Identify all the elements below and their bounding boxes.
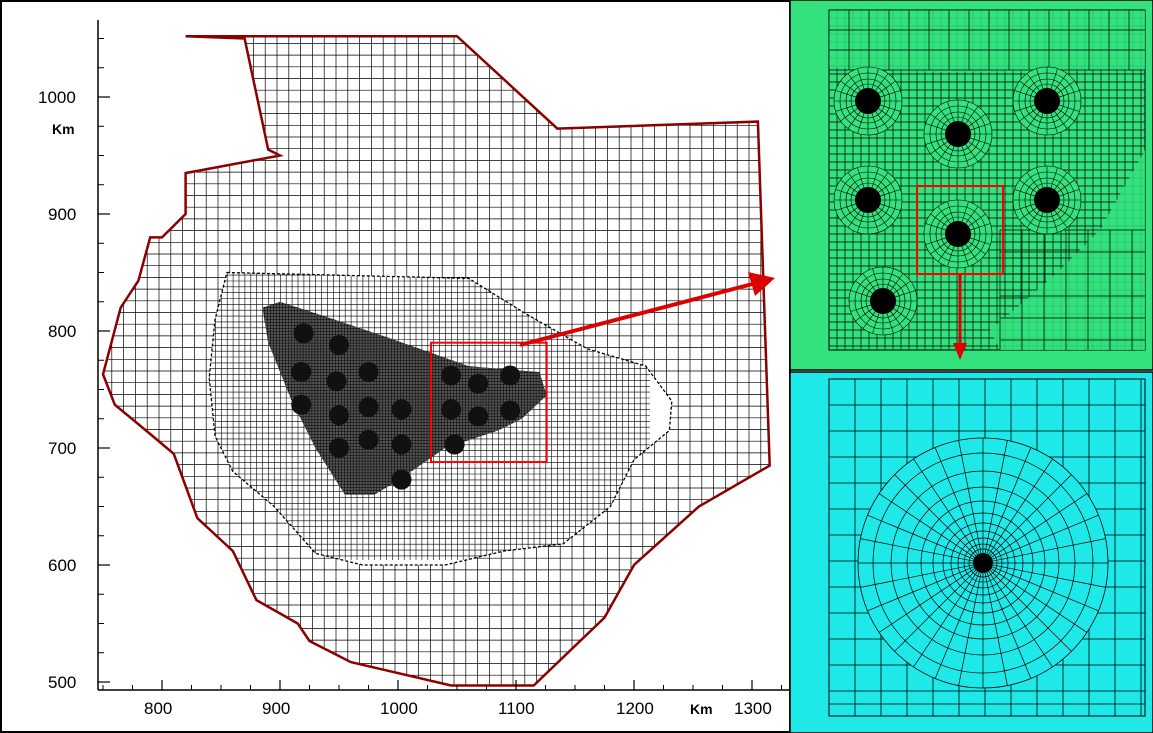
well-marker <box>945 121 971 147</box>
domain-boundary <box>101 34 771 687</box>
y-axis-unit-label: Km <box>52 121 75 137</box>
zoom-box-inset <box>916 185 1004 275</box>
well-marker <box>391 469 412 490</box>
well-marker <box>326 371 347 392</box>
well-marker <box>293 323 314 344</box>
well-marker <box>358 397 379 418</box>
well-marker <box>358 429 379 450</box>
y-tick-label: 800 <box>48 322 76 341</box>
x-tick-label: 1200 <box>616 699 654 718</box>
x-tick-label: 800 <box>144 699 172 718</box>
x-axis-unit-label: Km <box>690 701 713 717</box>
well-marker <box>500 365 521 386</box>
well-markers <box>291 323 521 490</box>
well-marker <box>391 399 412 420</box>
y-tick-label: 900 <box>48 205 76 224</box>
well-marker <box>1034 187 1060 213</box>
well-marker <box>291 362 312 382</box>
well-marker <box>468 373 489 394</box>
x-tick-label: 1000 <box>380 699 418 718</box>
y-tick-label: 600 <box>48 556 76 575</box>
well-marker <box>500 400 521 421</box>
inset-top-wells <box>833 66 1082 336</box>
x-tick-label: 1100 <box>498 699 535 718</box>
tick-labels: 800 900 1000 1100 1200 1300 500 600 700 800 900 100… <box>38 38 782 718</box>
inset-top <box>789 0 1153 371</box>
zoom-box-main <box>430 341 548 464</box>
y-tick-label: 700 <box>48 439 76 458</box>
well-marker <box>441 365 462 386</box>
y-tick-label: 1000 <box>38 88 76 107</box>
well-marker <box>329 405 349 426</box>
well-marker <box>441 399 462 420</box>
well-marker <box>945 221 971 247</box>
x-tick-label: 900 <box>262 699 290 718</box>
well-marker <box>329 335 349 355</box>
main-mesh <box>101 34 771 687</box>
zoom-arrows <box>519 272 967 360</box>
well-marker <box>870 288 896 314</box>
inset-bottom <box>789 371 1153 733</box>
well-marker <box>973 553 993 573</box>
axes <box>97 20 790 691</box>
well-marker <box>444 434 465 455</box>
y-tick-label: 500 <box>48 673 76 692</box>
well-marker <box>291 394 312 415</box>
well-marker <box>1034 88 1060 114</box>
well-marker <box>358 362 379 382</box>
well-marker <box>855 187 881 213</box>
well-marker <box>468 406 489 427</box>
x-tick-label: 1300 <box>734 699 772 718</box>
well-marker <box>855 88 881 114</box>
well-marker <box>329 438 349 458</box>
well-marker <box>391 434 412 455</box>
